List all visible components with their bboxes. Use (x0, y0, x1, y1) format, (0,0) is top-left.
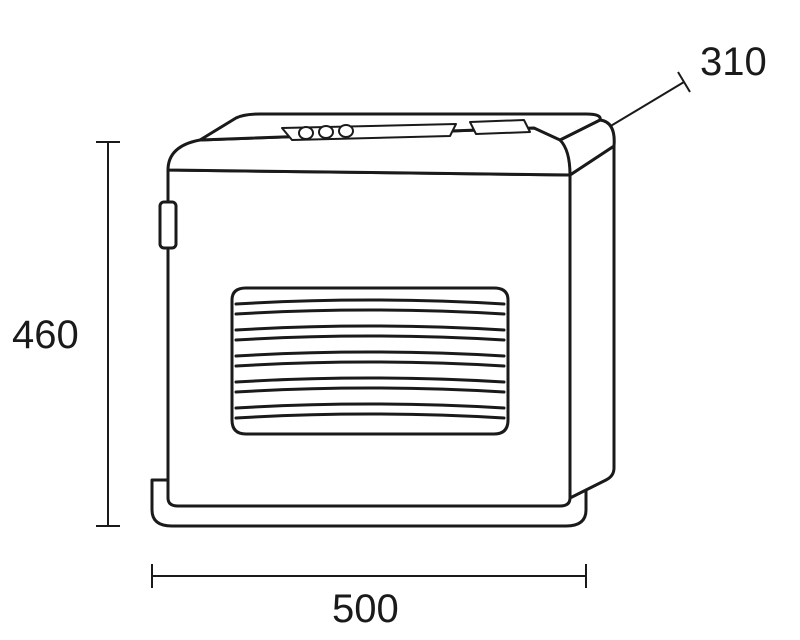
height-dimension: 460 (12, 142, 120, 526)
height-label: 460 (12, 313, 79, 357)
dimension-diagram: 310 (0, 0, 800, 640)
width-dimension: 500 (152, 564, 586, 631)
width-label: 500 (332, 587, 399, 631)
appliance (152, 114, 614, 526)
depth-label: 310 (700, 40, 767, 84)
